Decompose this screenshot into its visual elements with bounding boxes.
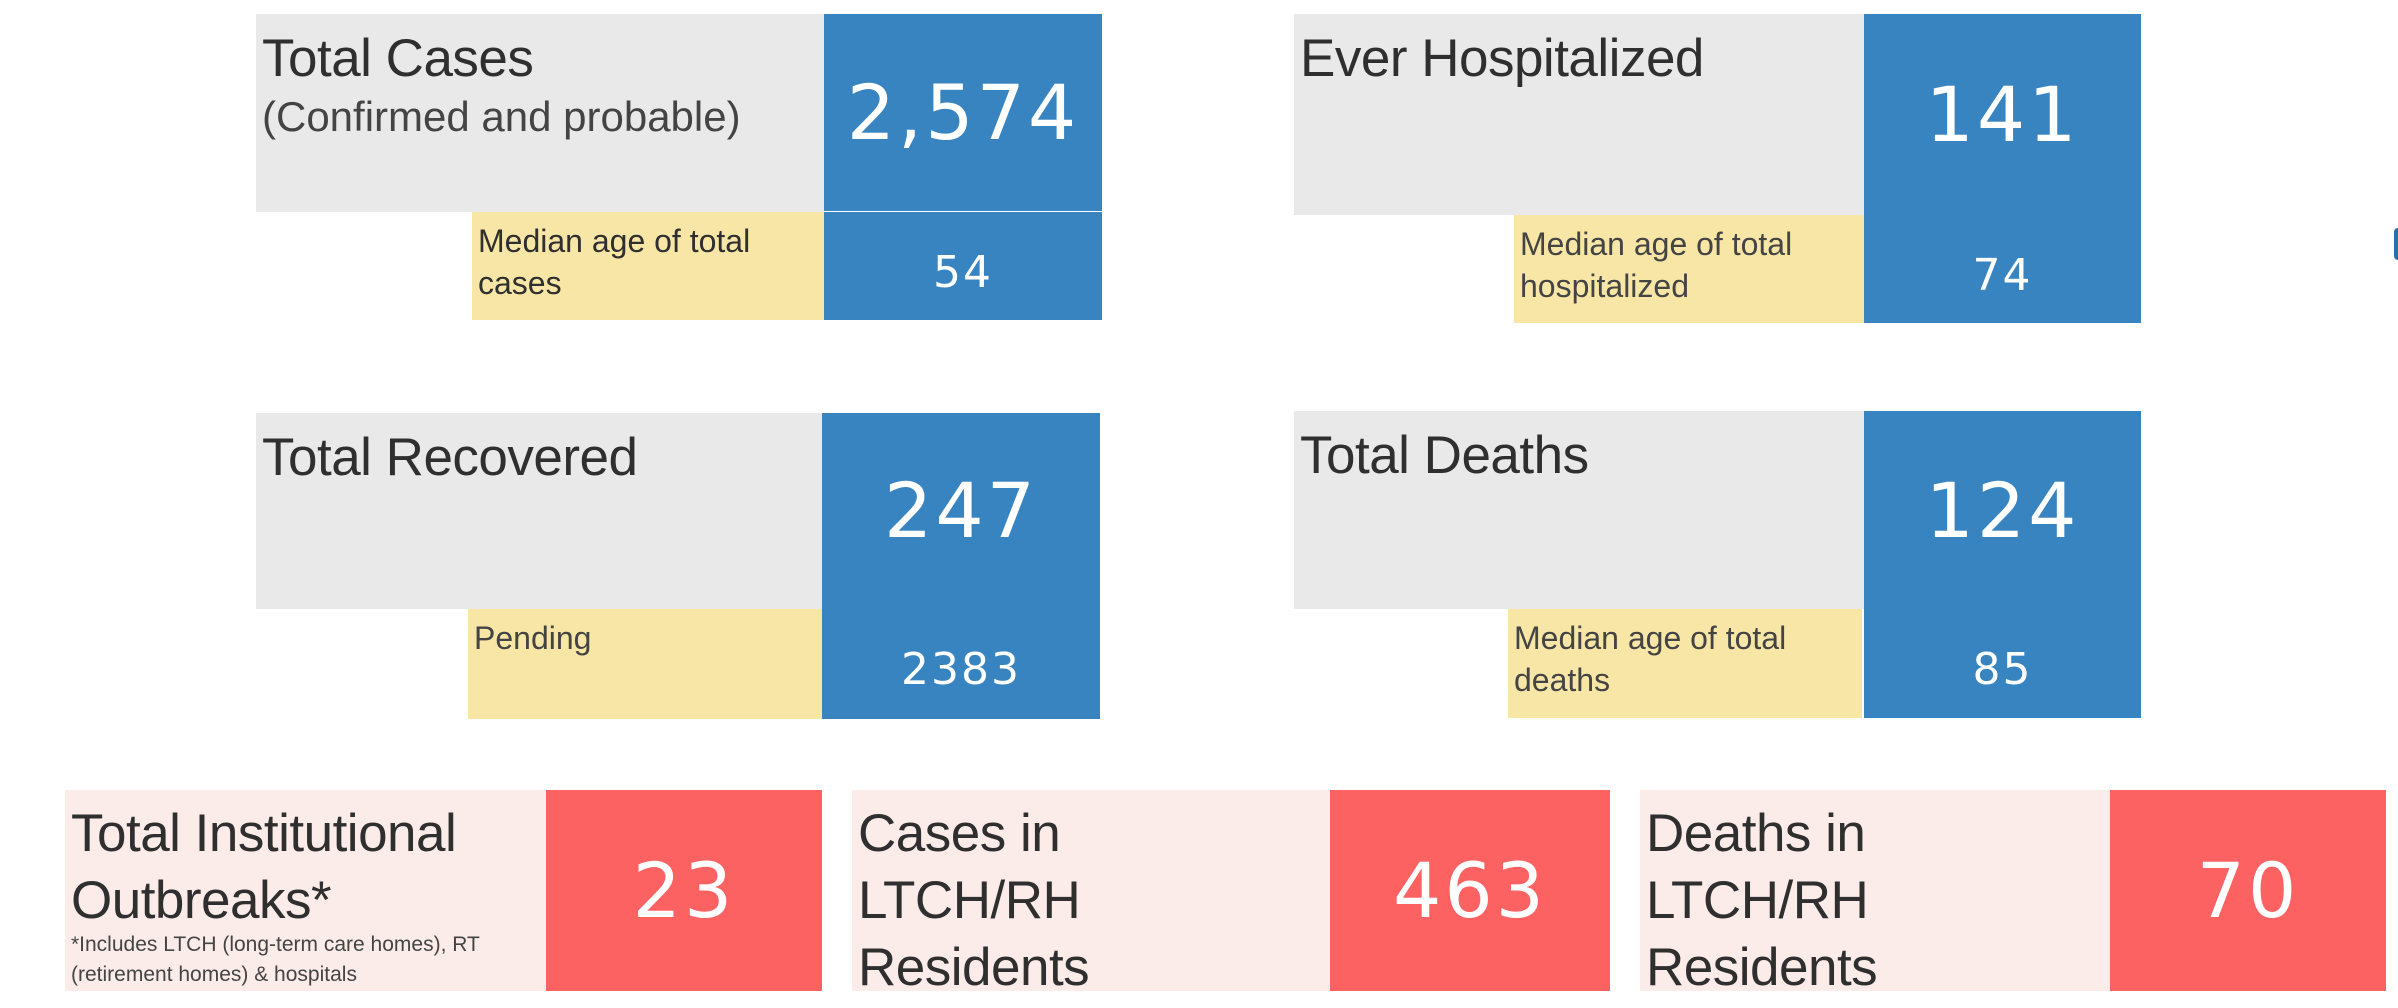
total-deaths-median-age-label-box: Median age of total deaths: [1508, 609, 1862, 718]
total-recovered-label-box: Total Recovered: [256, 413, 822, 609]
ltch-deaths-title: Deaths in LTCH/RH Residents: [1646, 804, 1878, 997]
ltch-deaths-label-box: Deaths in LTCH/RH Residents: [1640, 790, 2110, 997]
ever-hospitalized-label-box: Ever Hospitalized: [1294, 14, 1864, 215]
ltch-deaths-value: 70: [2110, 790, 2386, 991]
total-recovered-value: 247: [822, 413, 1100, 608]
ever-hospitalized-median-age-label: Median age of total hospitalized: [1520, 226, 1793, 304]
total-deaths-value: 124: [1864, 411, 2141, 609]
ltch-cases-title: Cases in LTCH/RH Residents: [858, 804, 1090, 997]
ltch-cases-label-box: Cases in LTCH/RH Residents: [852, 790, 1330, 997]
total-recovered-pending-label: Pending: [474, 620, 592, 656]
total-deaths-median-age-value: 85: [1864, 609, 2141, 718]
edge-fragment: [2394, 228, 2398, 260]
ever-hospitalized-title: Ever Hospitalized: [1300, 29, 1704, 88]
total-deaths-median-age-label: Median age of total deaths: [1514, 620, 1787, 698]
total-cases-value: 2,574: [824, 14, 1102, 211]
ltch-cases-value: 463: [1330, 790, 1610, 991]
total-cases-median-age-label-box: Median age of total cases: [472, 212, 824, 320]
total-deaths-label-box: Total Deaths: [1294, 411, 1864, 609]
ever-hospitalized-median-age-label-box: Median age of total hospitalized: [1514, 215, 1864, 323]
institutional-outbreaks-title: Total Institutional Outbreaks*: [71, 804, 457, 930]
total-recovered-pending-value: 2383: [822, 608, 1100, 719]
total-recovered-pending-label-box: Pending: [468, 609, 822, 719]
total-cases-median-age-value: 54: [824, 212, 1102, 320]
total-cases-subtitle: (Confirmed and probable): [262, 93, 741, 140]
total-cases-median-age-label: Median age of total cases: [478, 223, 751, 301]
institutional-outbreaks-label-box: Total Institutional Outbreaks* *Includes…: [65, 790, 546, 991]
total-cases-label-box: Total Cases (Confirmed and probable): [256, 14, 824, 212]
total-cases-title: Total Cases: [262, 29, 534, 88]
total-recovered-title: Total Recovered: [262, 428, 638, 487]
ever-hospitalized-median-age-value: 74: [1864, 215, 2141, 323]
institutional-outbreaks-value: 23: [546, 790, 822, 991]
institutional-outbreaks-footnote: *Includes LTCH (long-term care homes), R…: [71, 933, 480, 986]
ever-hospitalized-value: 141: [1864, 14, 2141, 215]
total-deaths-title: Total Deaths: [1300, 426, 1589, 485]
